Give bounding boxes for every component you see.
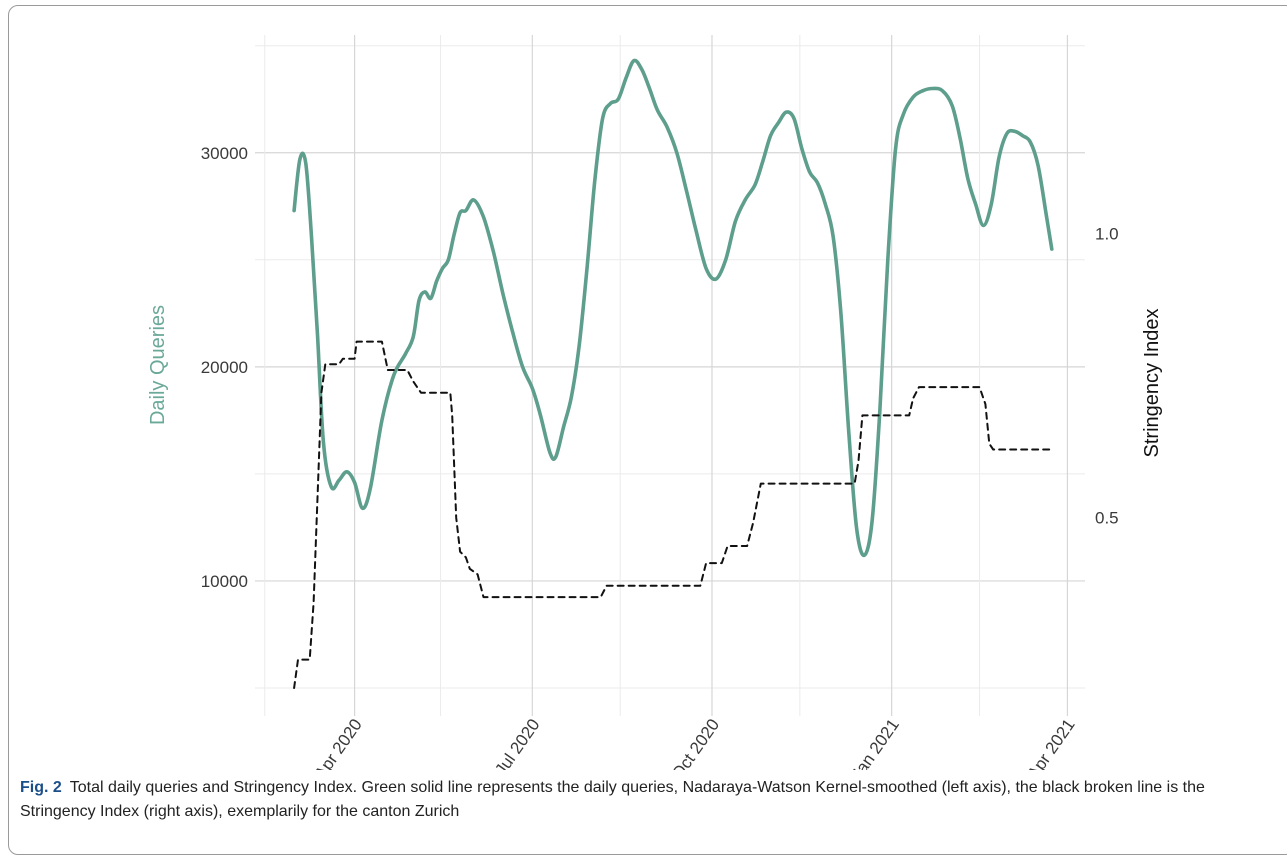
y-right-tick-label: 1.0 — [1095, 225, 1119, 244]
x-tick-label: Apr 2020 — [311, 715, 366, 770]
y-left-tick-label: 30000 — [201, 144, 248, 163]
y-axis-left-label: Daily Queries — [147, 305, 169, 425]
series — [292, 58, 1054, 689]
figure-frame — [8, 5, 1287, 855]
y-axis-right-label: Stringency Index — [1141, 309, 1163, 458]
caption-label: Fig. 2 — [20, 779, 62, 796]
x-tick-label: Apr 2021 — [1024, 715, 1079, 770]
y-right-tick-label: 0.5 — [1095, 509, 1119, 528]
daily-queries-line — [292, 58, 1054, 558]
chart-svg: 10000 20000 30000 0.5 1.0 Apr 2020 Jul 2020 Oct… — [147, 35, 1163, 770]
caption-text: Total daily queries and Stringency Index… — [20, 779, 1205, 820]
x-tick-label: Oct 2020 — [668, 715, 723, 770]
figure-caption: Fig. 2 Total daily queries and Stringency… — [20, 776, 1275, 824]
x-tick-label: Jan 2021 — [847, 715, 903, 770]
y-left-tick-label: 20000 — [201, 358, 248, 377]
grid — [255, 35, 1085, 716]
y-left-tick-label: 10000 — [201, 572, 248, 591]
ticks: 10000 20000 30000 0.5 1.0 Apr 2020 Jul 2020 Oct… — [201, 144, 1119, 770]
x-tick-label: Jul 2020 — [491, 715, 543, 770]
stringency-index-line — [293, 340, 1053, 689]
